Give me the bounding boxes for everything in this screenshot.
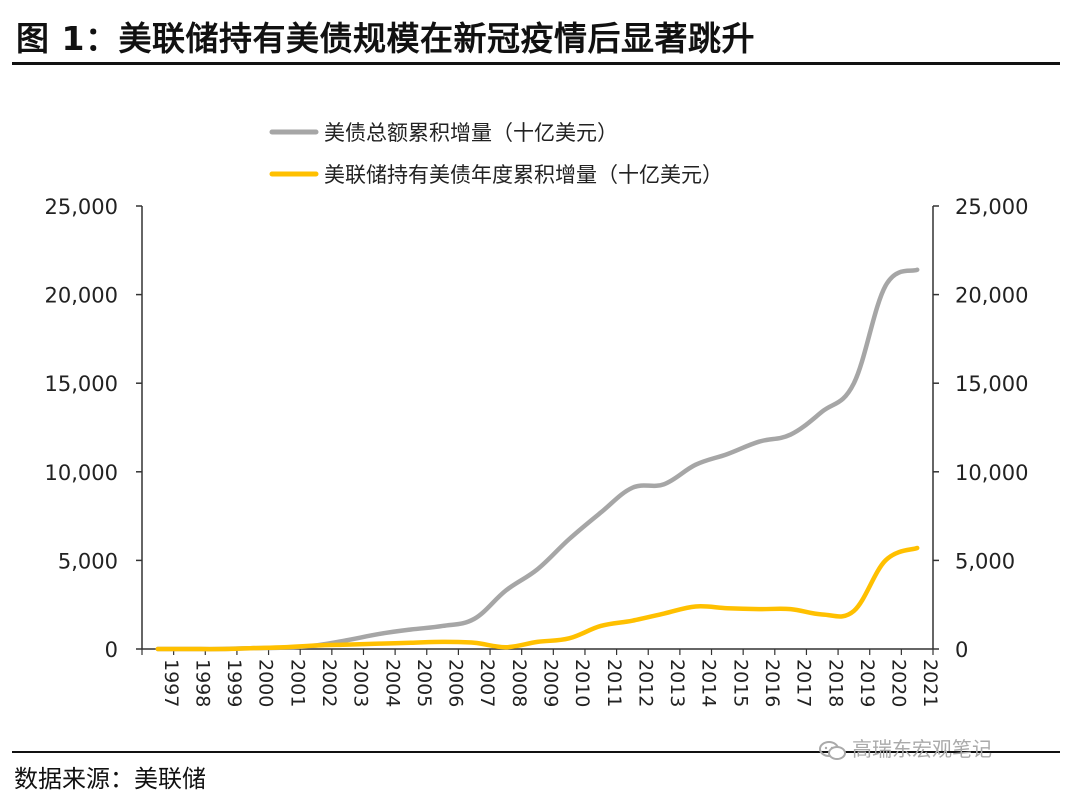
series-lines <box>155 267 920 652</box>
x-tick-label: 2009 <box>540 659 562 707</box>
y-tick-label-left: 10,000 <box>45 461 118 485</box>
x-tick-label: 2001 <box>286 659 308 707</box>
x-tick-label: 2011 <box>603 659 625 707</box>
y-tick-label-left: 15,000 <box>45 372 118 396</box>
x-tick-label: 1998 <box>191 659 213 707</box>
x-tick-label: 2018 <box>824 659 846 707</box>
y-tick-label-left: 20,000 <box>45 284 118 308</box>
x-tick-label: 2021 <box>919 659 941 707</box>
y-tick-label-right: 25,000 <box>955 195 1028 219</box>
x-tick-label: 2008 <box>508 659 530 707</box>
x-tick-label: 1999 <box>223 659 245 707</box>
legend-label: 美联储持有美债年度累积增量（十亿美元） <box>324 163 723 187</box>
x-tick-label: 2002 <box>318 659 340 707</box>
x-tick-label: 2012 <box>634 659 656 707</box>
watermark-text: 高瑞东宏观笔记 <box>852 737 992 761</box>
y-tick-label-left: 0 <box>105 638 118 662</box>
x-tick-label: 2017 <box>793 659 815 707</box>
watermark: 高瑞东宏观笔记 <box>818 733 992 762</box>
x-tick-label: 2014 <box>698 659 720 707</box>
source-note: 数据来源：美联储 <box>14 765 206 793</box>
x-tick-label: 2020 <box>888 659 910 707</box>
x-tick-label: 2003 <box>350 659 372 707</box>
axes: 0 0 5,000 5,000 10,000 10,000 15,000 15,000 20,0… <box>45 195 1029 707</box>
x-tick-label: 2006 <box>445 659 467 707</box>
y-tick-label-right: 5,000 <box>955 549 1015 573</box>
y-tick-label-right: 10,000 <box>955 461 1028 485</box>
total-debt-line <box>155 267 920 652</box>
x-tick-label: 1997 <box>160 659 182 707</box>
fed-holdings-line <box>155 545 920 652</box>
wechat-icon <box>819 740 846 760</box>
x-tick-label: 2005 <box>413 659 435 707</box>
y-tick-label-left: 25,000 <box>45 195 118 219</box>
x-tick-label: 2000 <box>255 659 277 707</box>
x-tick-label: 2007 <box>476 659 498 707</box>
x-tick-label: 2016 <box>761 659 783 707</box>
x-tick-label: 2010 <box>571 659 593 707</box>
x-tick-label: 2015 <box>729 659 751 707</box>
x-tick-label: 2019 <box>856 659 878 707</box>
x-tick-label: 2013 <box>666 659 688 707</box>
source-rule <box>12 751 1060 753</box>
y-tick-label-right: 20,000 <box>955 284 1028 308</box>
title-rule <box>12 62 1060 65</box>
y-tick-label-left: 5,000 <box>58 549 118 573</box>
y-tick-label-right: 0 <box>955 638 968 662</box>
legend: 美债总额累积增量（十亿美元） 美联储持有美债年度累积增量（十亿美元） <box>269 121 723 187</box>
x-tick-label: 2004 <box>381 659 403 707</box>
figure-title: 图 1：美联储持有美债规模在新冠疫情后显著跳升 <box>16 19 755 58</box>
legend-label: 美债总额累积增量（十亿美元） <box>324 121 618 145</box>
y-tick-label-right: 15,000 <box>955 372 1028 396</box>
